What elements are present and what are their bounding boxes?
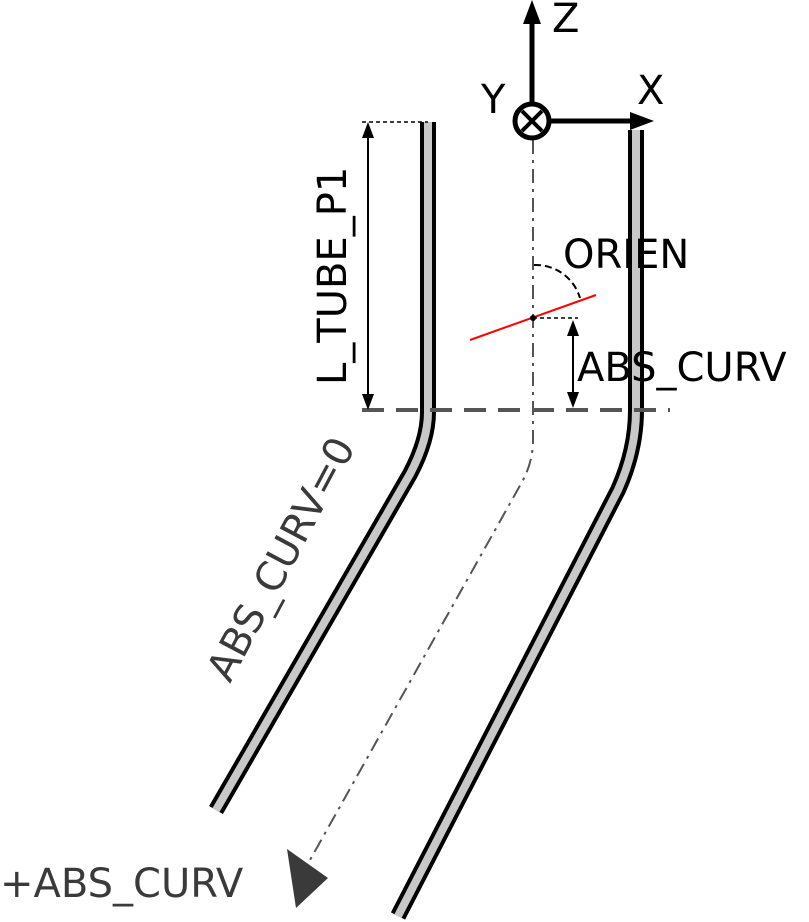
abs-curv-zero-label: ABS_CURV=0: [198, 430, 365, 689]
section-point: [530, 315, 536, 321]
orien-angle-arc: [533, 263, 581, 299]
l-tube-p1-label: L_TUBE_P1: [310, 167, 356, 385]
tube-centerline: [309, 140, 534, 861]
left-tube-wall: [209, 122, 436, 815]
x-axis: [550, 112, 654, 130]
right-tube-wall: [390, 130, 644, 920]
y-axis-label: Y: [480, 77, 506, 123]
z-axis-label: Z: [552, 0, 579, 42]
plus-abs-curv-label: +ABS_CURV: [0, 861, 244, 907]
x-axis-label: X: [637, 68, 664, 114]
z-axis: [523, 0, 541, 104]
abs-curv-dimension: [533, 317, 579, 408]
l-tube-p1-dimension: [362, 121, 428, 410]
y-axis-into-page-icon: [512, 101, 552, 141]
orien-label: ORIEN: [563, 232, 689, 278]
plus-abs-curv-arrowhead: [287, 849, 328, 908]
abs-curv-label: ABS_CURV: [577, 345, 787, 391]
